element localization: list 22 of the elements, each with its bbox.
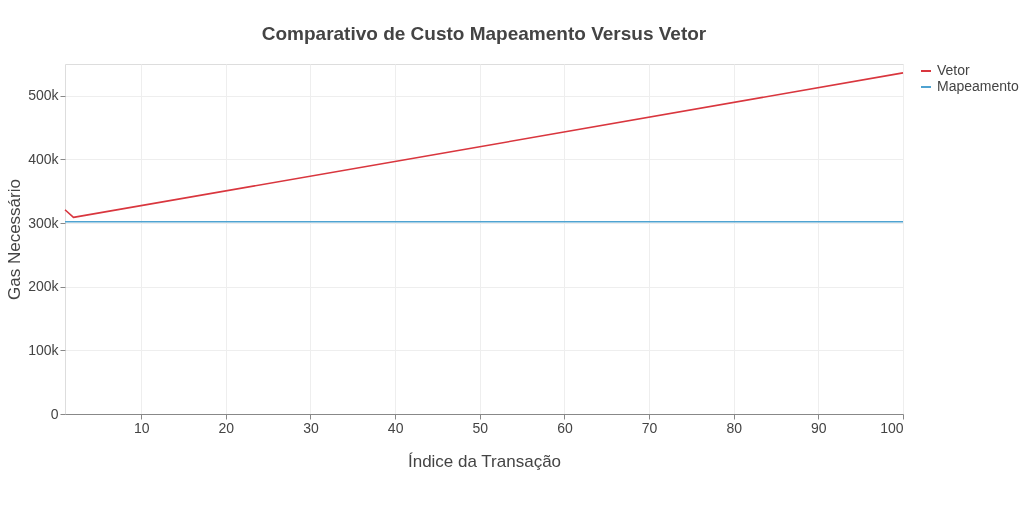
y-tick-label: 0	[50, 405, 59, 422]
x-tick-label: 10	[133, 419, 150, 436]
x-tick-label: 40	[387, 419, 404, 436]
x-tick-label: 90	[811, 419, 827, 436]
x-tick-label: 100	[880, 419, 904, 436]
x-tick-label: 70	[641, 419, 658, 436]
y-tick-label: 400k	[28, 150, 60, 167]
y-tick-label: 500k	[28, 87, 60, 104]
x-tick-label: 20	[218, 419, 235, 436]
x-axis-title: Índice da Transação	[407, 451, 562, 471]
chart-title: Comparativo de Custo Mapeamento Versus Vetor	[261, 23, 707, 44]
x-tick-label: 80	[726, 419, 743, 436]
y-axis-title: Gas Necessário	[5, 179, 25, 300]
x-tick-label: 30	[303, 419, 319, 436]
x-tick-label: 50	[472, 419, 489, 436]
line-series	[64, 72, 904, 219]
legend-label: Vetor	[937, 62, 971, 78]
y-tick-label: 200k	[28, 278, 60, 295]
x-tick-label: 60	[557, 419, 573, 436]
legend-label: Mapeamento	[937, 78, 1019, 94]
y-tick-label: 100k	[28, 341, 60, 358]
y-tick-label: 300k	[28, 214, 60, 231]
